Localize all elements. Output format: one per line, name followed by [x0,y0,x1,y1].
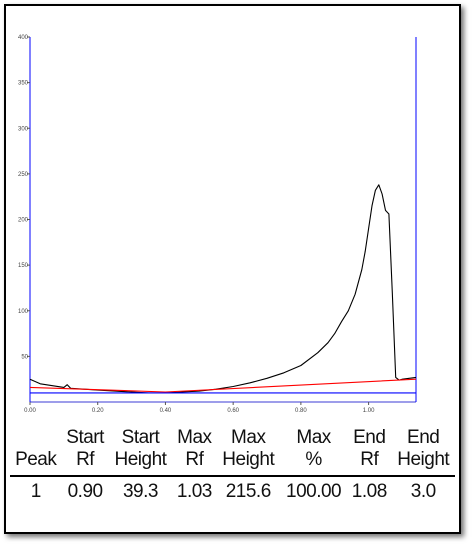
header-end-height: End Height [397,427,450,470]
chromatogram-chart: 50 100 150 200 250 300 350 400 0.00 0.20 0.40 0.60 0… [18,35,417,414]
header-start-height: Start Height [114,427,167,470]
x-tick-label: 0.40 [160,408,172,414]
x-tick-label: 1.00 [363,408,375,414]
header-start-rf: Start Rf [66,427,104,470]
header-end-rf: End Rf [353,427,386,470]
report-frame [4,4,461,534]
cell-start-height: 39.3 [122,481,158,502]
y-tick-label: 300 [18,126,29,132]
header-max-rf: Max Rf [177,427,212,470]
peak-table-header: Peak Start Rf Start Height Max Rf Max Height… [10,427,455,476]
densitometry-trace [29,184,417,394]
x-tick-label: 0.00 [24,408,36,414]
cell-max-height: 215.6 [225,481,272,502]
header-max-height: Max Height [222,427,275,470]
cell-start-rf: 0.90 [67,481,103,502]
y-tick-label: 200 [18,218,29,224]
baseline-fit-line [29,378,417,393]
header-max-percent: Max% [296,427,331,470]
cell-max-percent: 100.00 [286,481,342,502]
y-tick-label: 350 [18,81,29,87]
cell-end-height: 3.0 [410,481,436,502]
cell-max-rf: 1.03 [176,481,212,502]
y-tick-label: 400 [18,35,29,41]
x-tick-label: 0.20 [92,408,104,414]
y-tick-label: 50 [21,354,28,360]
x-tick-label: 0.80 [295,408,307,414]
y-tick-label: 150 [18,263,29,269]
y-tick-label: 100 [18,309,29,315]
cell-peak: 1 [30,481,42,502]
cell-end-rf: 1.08 [351,481,387,502]
y-tick-label: 250 [18,172,29,178]
peak-table: Peak Start Rf Start Height Max Rf Max Height… [10,427,455,505]
header-peak: Peak [15,449,57,470]
x-tick-label: 0.60 [227,408,239,414]
table-row: 1 0.90 39.3 1.03 215.6 100.00 1.08 3.0 [10,476,455,505]
